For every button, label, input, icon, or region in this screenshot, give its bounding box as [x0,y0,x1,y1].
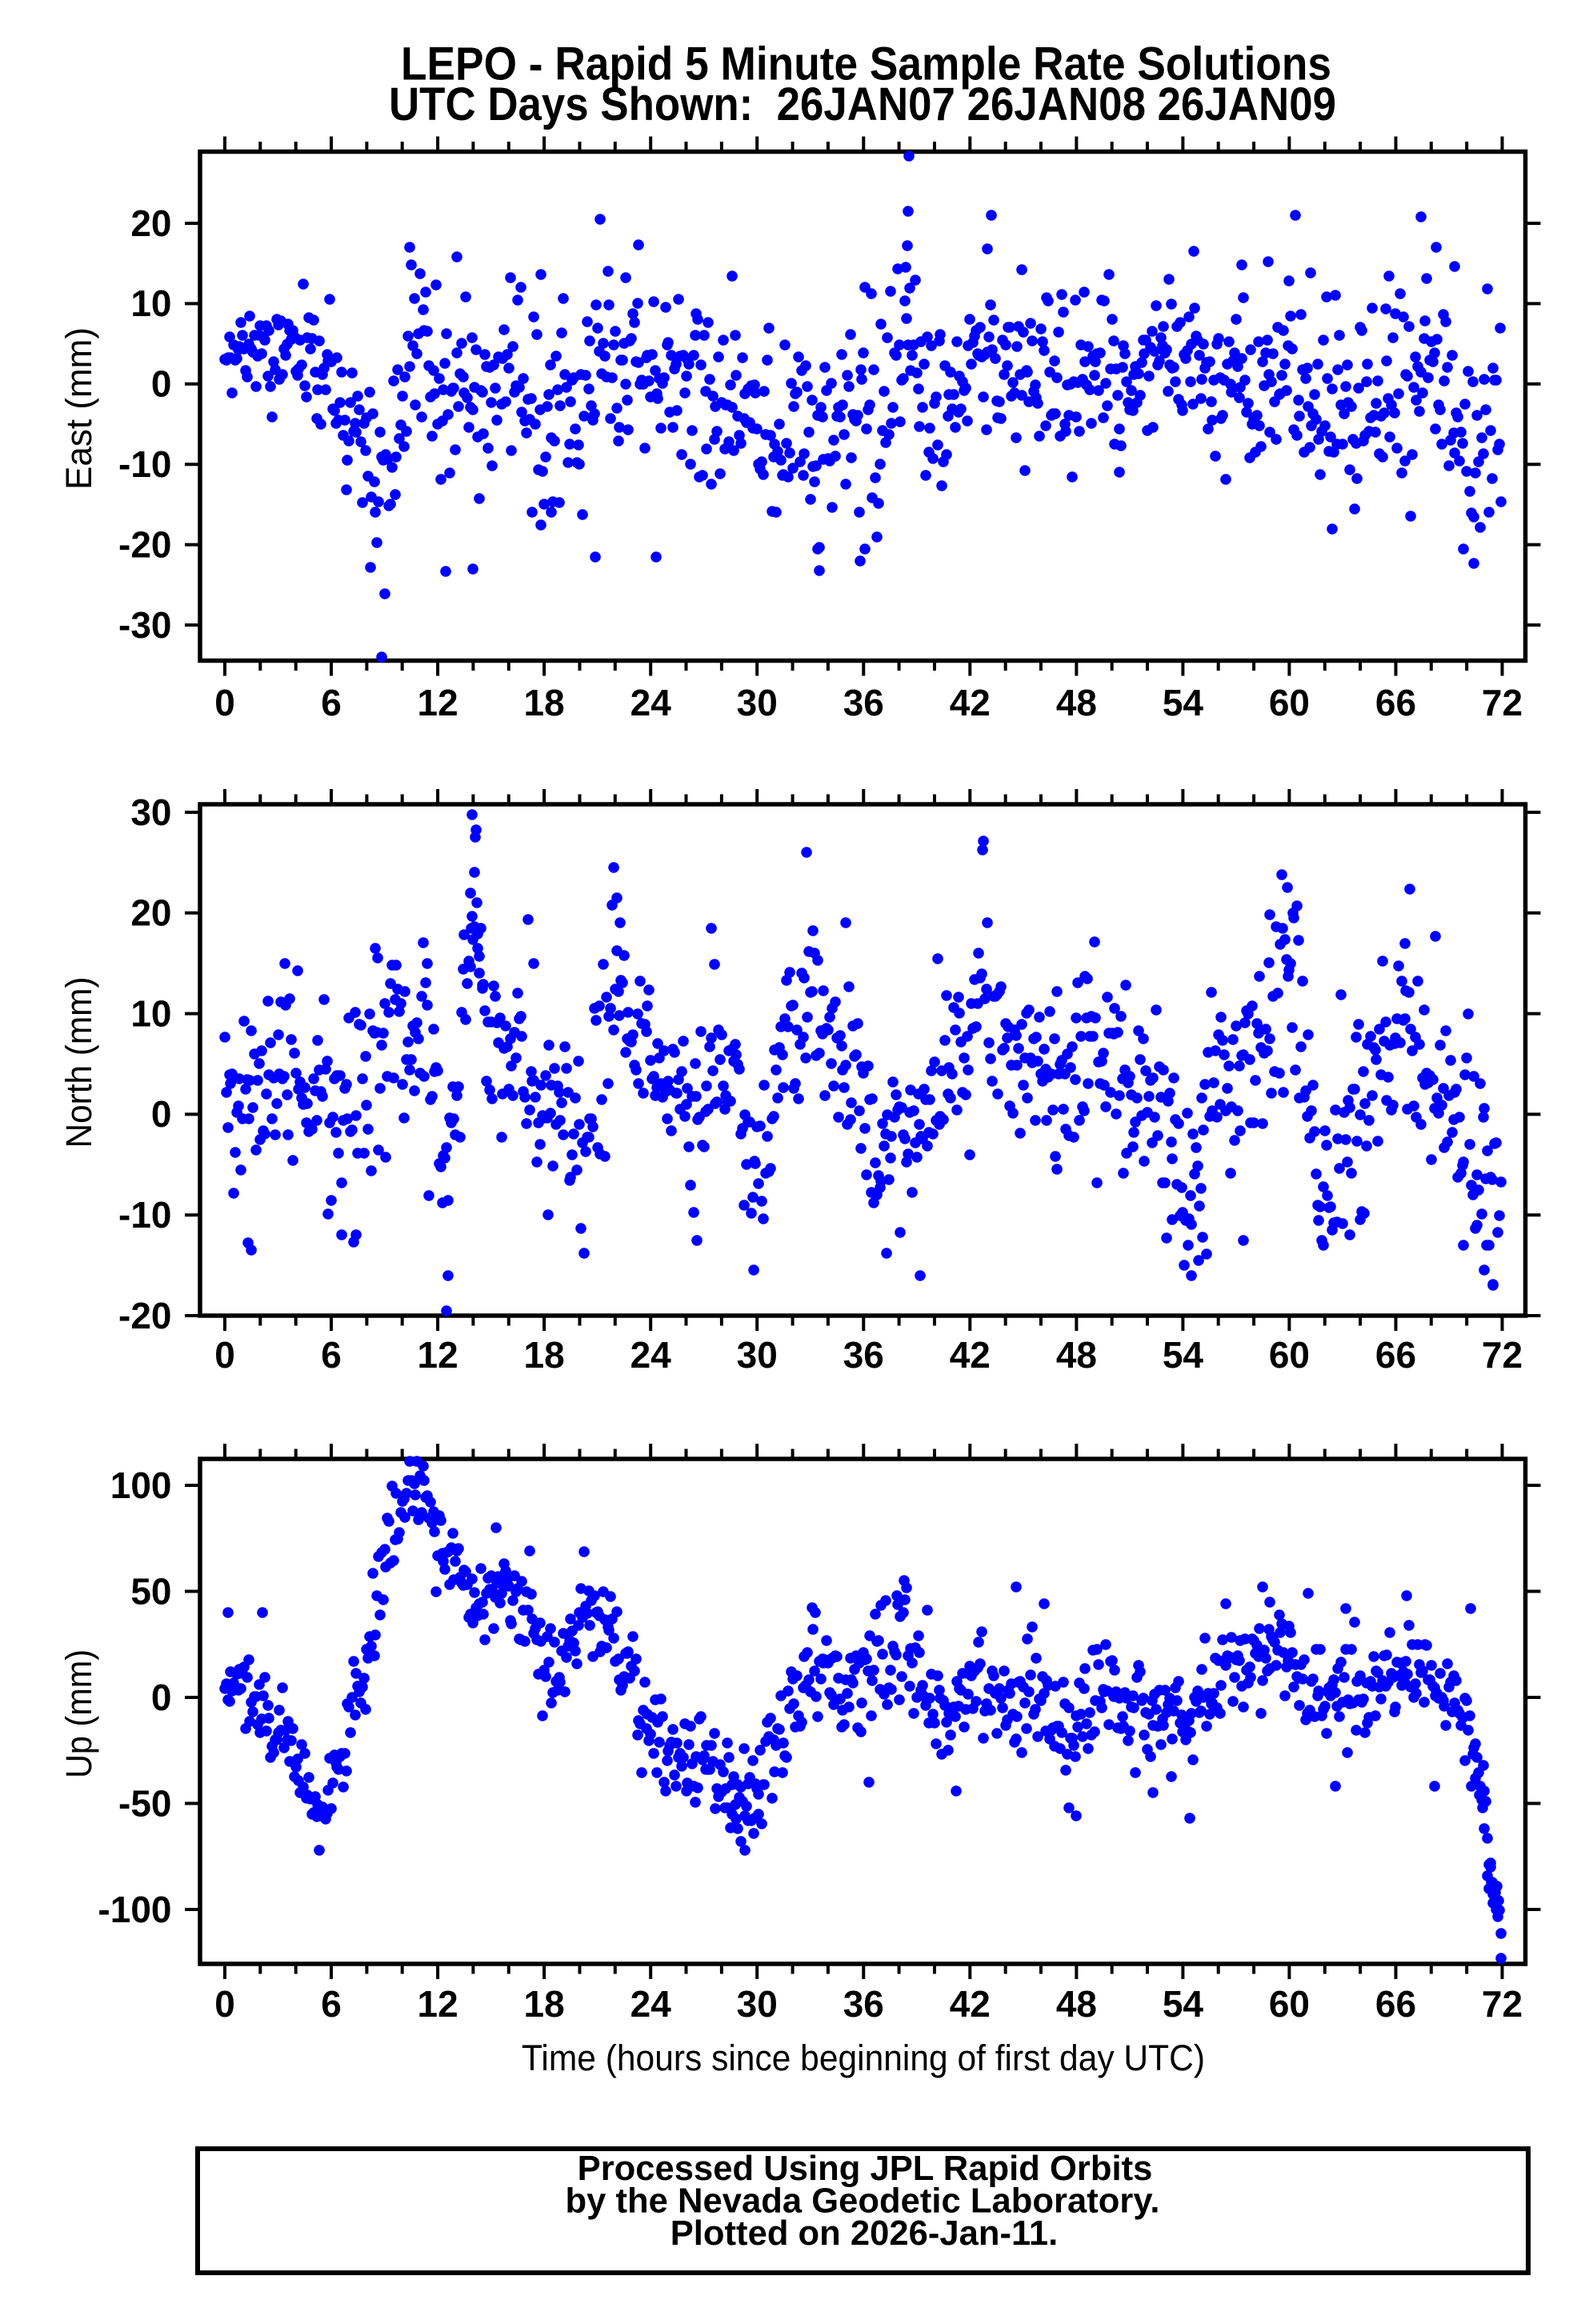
svg-text:48: 48 [1056,682,1097,723]
svg-text:48: 48 [1056,1983,1097,2025]
svg-text:6: 6 [321,1334,342,1376]
svg-text:72: 72 [1482,1983,1523,2025]
svg-text:12: 12 [418,1983,458,2025]
svg-text:-50: -50 [118,1782,171,1824]
svg-text:0: 0 [151,363,172,405]
svg-text:-20: -20 [118,1295,171,1336]
svg-text:-10: -10 [118,443,171,485]
svg-text:66: 66 [1375,1334,1416,1376]
svg-text:6: 6 [321,1983,342,2025]
svg-text:36: 36 [843,1983,884,2025]
svg-text:24: 24 [630,1983,672,2025]
svg-text:12: 12 [418,1334,458,1376]
svg-text:36: 36 [843,682,884,723]
svg-text:-10: -10 [118,1194,171,1236]
svg-text:20: 20 [130,892,171,934]
svg-text:72: 72 [1482,682,1523,723]
svg-text:by the Nevada Geodetic Laborat: by the Nevada Geodetic Laboratory. [566,2182,1160,2221]
svg-text:30: 30 [737,682,778,723]
svg-text:30: 30 [737,1334,778,1376]
svg-text:30: 30 [130,791,171,833]
svg-text:48: 48 [1056,1334,1097,1376]
svg-text:10: 10 [130,992,171,1034]
svg-text:18: 18 [524,682,565,723]
svg-text:LEPO - Rapid 5 Minute Sample R: LEPO - Rapid 5 Minute Sample Rate Soluti… [401,38,1331,90]
svg-text:-30: -30 [118,604,171,646]
svg-text:72: 72 [1482,1334,1523,1376]
svg-text:42: 42 [950,1334,991,1376]
svg-text:-20: -20 [118,523,171,565]
svg-text:66: 66 [1375,1983,1416,2025]
svg-text:East (mm): East (mm) [58,327,99,490]
svg-text:30: 30 [737,1983,778,2025]
svg-text:60: 60 [1269,682,1310,723]
svg-text:54: 54 [1163,1983,1204,2025]
svg-text:100: 100 [110,1465,172,1506]
svg-text:60: 60 [1269,1983,1310,2025]
svg-text:24: 24 [630,682,672,723]
svg-text:20: 20 [130,202,171,244]
svg-text:36: 36 [843,1334,884,1376]
svg-text:0: 0 [151,1093,172,1135]
svg-text:50: 50 [130,1570,171,1612]
svg-text:Plotted on 2026-Jan-11.: Plotted on 2026-Jan-11. [670,2214,1059,2253]
svg-text:Processed Using JPL Rapid Orbi: Processed Using JPL Rapid Orbits [578,2150,1153,2188]
svg-text:18: 18 [524,1983,565,2025]
svg-text:18: 18 [524,1334,565,1376]
svg-text:66: 66 [1375,682,1416,723]
svg-text:Time (hours since beginning of: Time (hours since beginning of first day… [522,2038,1205,2078]
svg-text:6: 6 [321,682,342,723]
svg-text:Up (mm): Up (mm) [58,1649,99,1778]
svg-text:North (mm): North (mm) [58,977,99,1148]
svg-text:-100: -100 [98,1889,171,1930]
svg-text:0: 0 [214,1983,235,2025]
svg-text:0: 0 [151,1677,172,1718]
svg-text:54: 54 [1163,682,1204,723]
svg-text:42: 42 [950,682,991,723]
svg-text:42: 42 [950,1983,991,2025]
svg-text:24: 24 [630,1334,672,1376]
svg-text:0: 0 [214,682,235,723]
svg-text:54: 54 [1163,1334,1204,1376]
svg-text:10: 10 [130,282,171,324]
svg-text:12: 12 [418,682,458,723]
svg-text:UTC Days Shown: 26JAN07 26JAN: UTC Days Shown: 26JAN07 26JAN08 26JAN09 [389,78,1336,130]
svg-text:60: 60 [1269,1334,1310,1376]
svg-text:0: 0 [214,1334,235,1376]
